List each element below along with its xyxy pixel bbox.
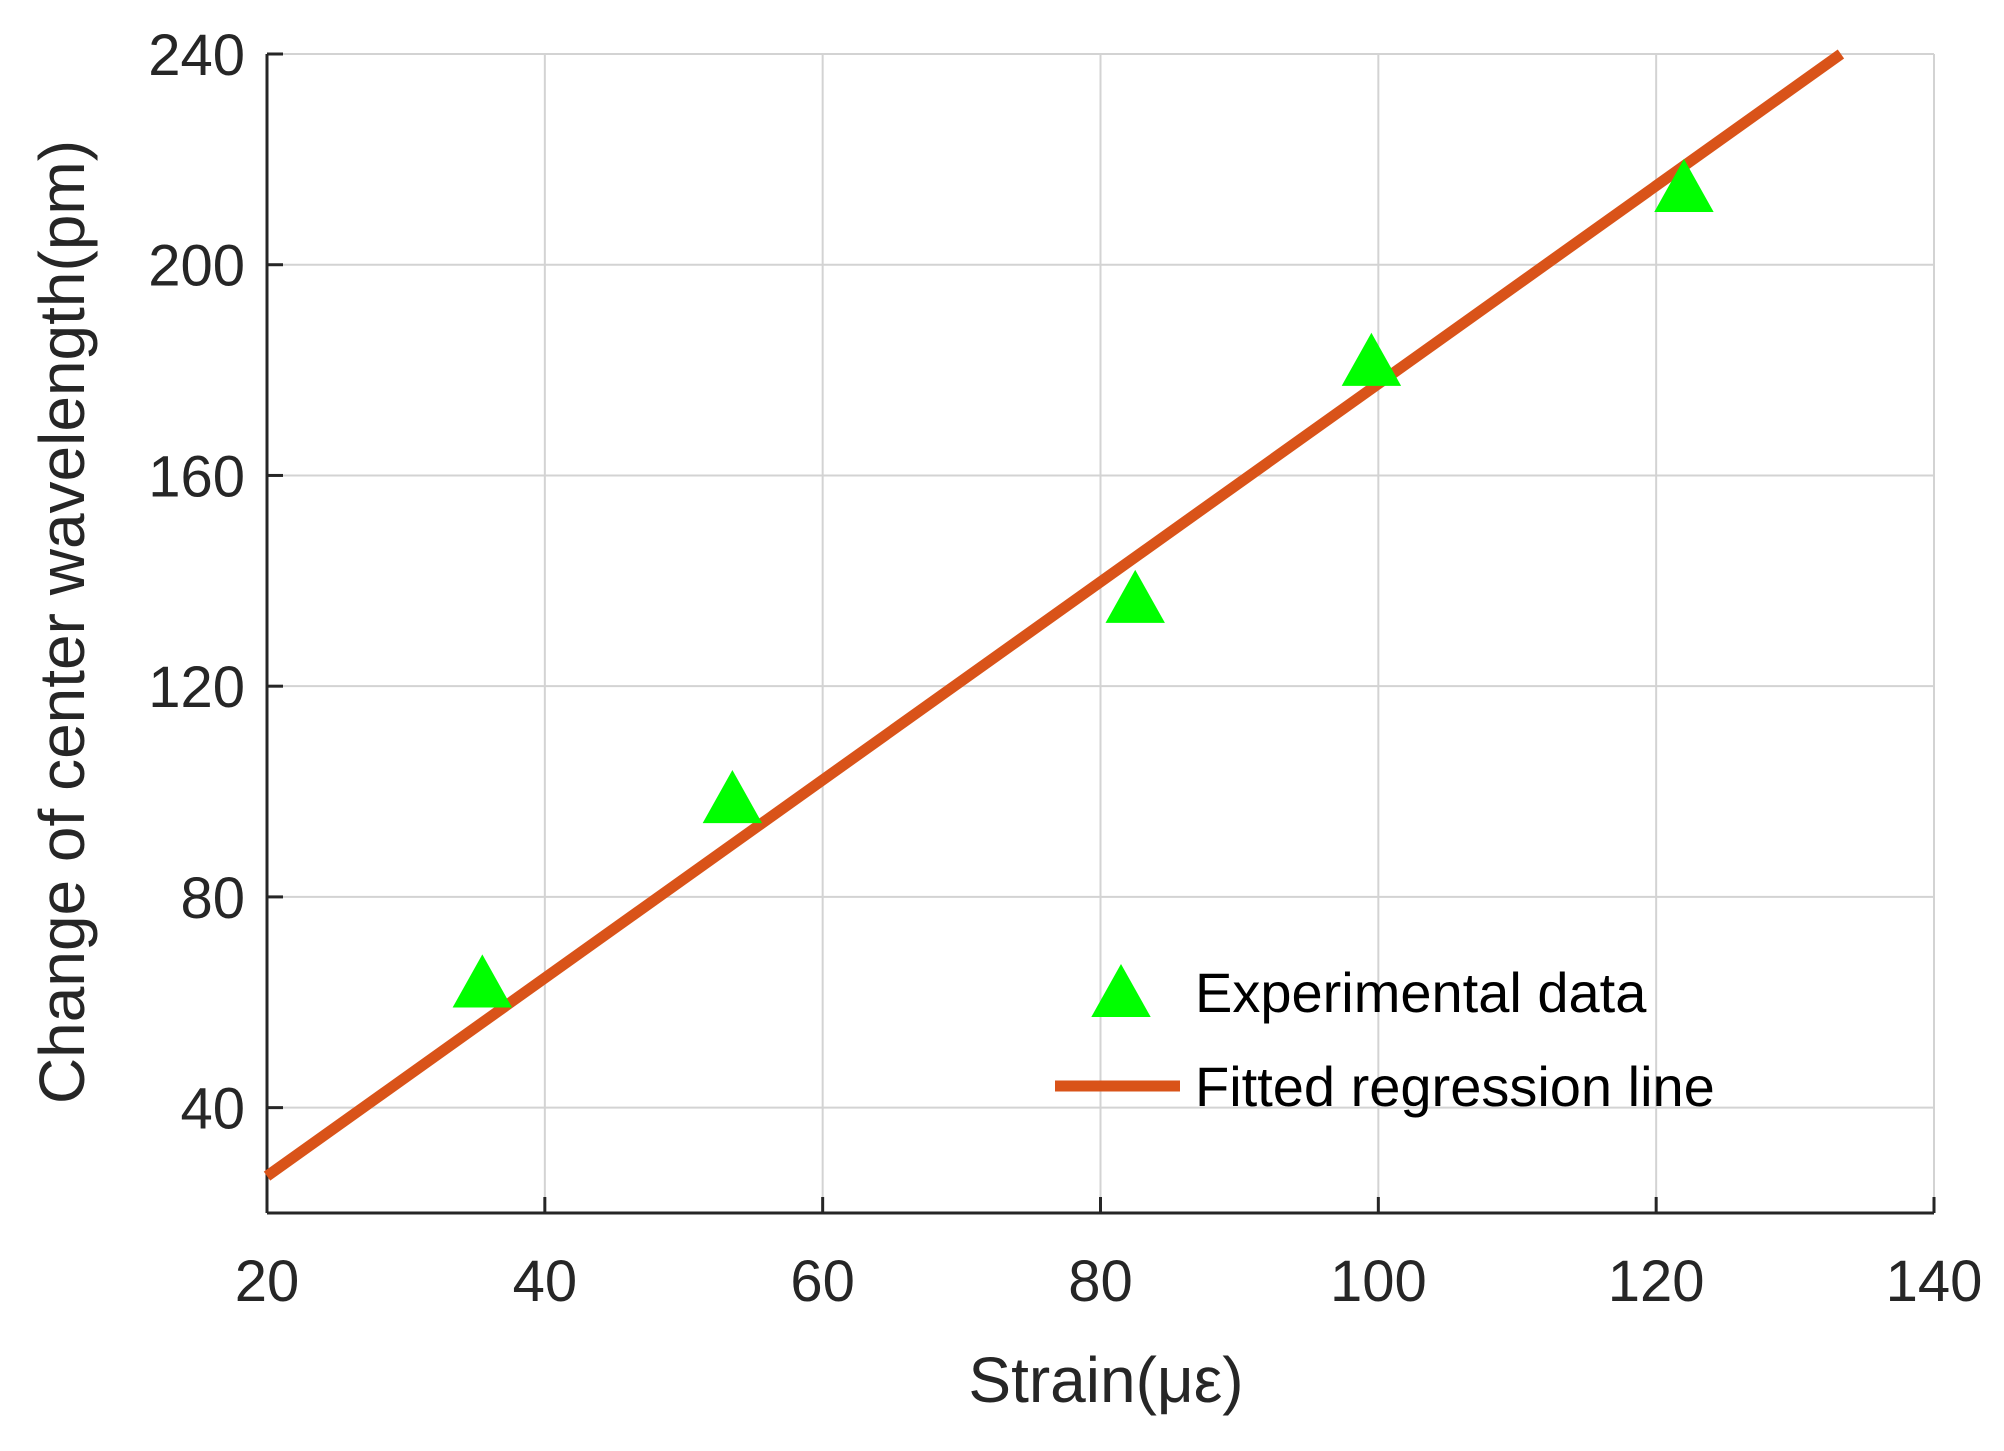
x-tick-label-1: 40 — [513, 1249, 578, 1314]
x-tick-label-3: 80 — [1068, 1249, 1133, 1314]
y-tick-label-3: 160 — [148, 444, 245, 509]
y-tick-label-1: 80 — [180, 866, 245, 931]
x-tick-label-2: 60 — [790, 1249, 855, 1314]
legend-marker-experimental — [1091, 963, 1151, 1017]
experimental-data-point-0 — [452, 954, 513, 1008]
experimental-data-point-1 — [702, 770, 763, 824]
y-axis-title: Change of center wavelength(pm) — [26, 140, 98, 1104]
legend: Experimental data Fitted regression line — [1055, 961, 1715, 1118]
x-axis-ticks: 20 40 60 80 100 120 140 — [235, 1197, 1983, 1314]
experimental-data-point-2 — [1105, 569, 1165, 623]
x-tick-label-4: 100 — [1330, 1249, 1427, 1314]
y-tick-label-0: 40 — [180, 1077, 245, 1142]
legend-label-1: Fitted regression line — [1195, 1055, 1715, 1118]
y-axis-ticks: 40 80 120 160 200 240 — [148, 23, 283, 1142]
y-tick-label-5: 240 — [148, 23, 245, 88]
x-tick-label-6: 140 — [1886, 1249, 1983, 1314]
fitted-regression-line — [263, 49, 1845, 1181]
legend-label-0: Experimental data — [1195, 961, 1647, 1024]
grid-lines — [266, 53, 1935, 1213]
x-tick-label-5: 120 — [1608, 1249, 1705, 1314]
experimental-data-point-3 — [1341, 332, 1402, 386]
experimental-data-point-4 — [1654, 158, 1714, 212]
y-tick-label-2: 120 — [148, 655, 245, 720]
plot-area — [263, 49, 1845, 1181]
x-axis-title: Strain(με) — [968, 1344, 1243, 1416]
x-tick-label-0: 20 — [235, 1249, 300, 1314]
y-tick-label-4: 200 — [148, 234, 245, 299]
